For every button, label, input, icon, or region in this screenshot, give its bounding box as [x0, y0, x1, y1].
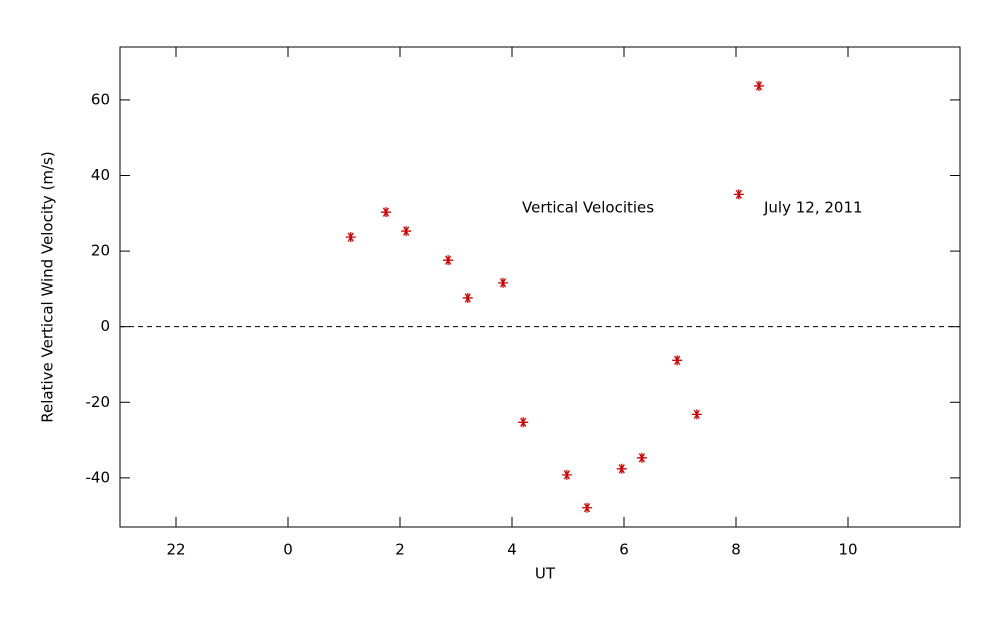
point	[443, 255, 454, 266]
plot-frame	[119, 46, 961, 528]
annotation: Vertical Velocities	[522, 199, 654, 217]
point	[381, 207, 391, 218]
annotation: July 12, 2011	[763, 199, 863, 217]
y-tick-label: 60	[91, 90, 110, 108]
x-axis-label: UT	[535, 565, 556, 583]
x-tick-label: 4	[507, 541, 517, 559]
x-tick-label: 0	[283, 541, 293, 559]
point	[636, 452, 647, 463]
y-tick-label: 40	[91, 166, 110, 184]
point	[691, 409, 702, 420]
x-tick-label: 6	[619, 541, 629, 559]
point	[462, 292, 473, 303]
point	[672, 355, 683, 366]
y-axis-label: Relative Vertical Wind Velocity (m/s)	[39, 151, 57, 422]
x-tick-label: 8	[731, 541, 741, 559]
point	[498, 277, 509, 288]
y-tick-label: 20	[91, 242, 110, 260]
y-tick-label: -40	[86, 468, 111, 486]
point	[733, 189, 744, 200]
y-tick-label: -20	[86, 393, 111, 411]
x-tick-label: 2	[395, 541, 405, 559]
point	[753, 80, 764, 91]
point	[518, 417, 529, 428]
point	[345, 232, 356, 243]
y-tick-label: 0	[100, 317, 110, 335]
point	[561, 469, 572, 480]
point	[401, 226, 412, 237]
x-tick-label: 22	[166, 541, 185, 559]
point	[616, 463, 627, 474]
point	[582, 502, 593, 513]
x-tick-label: 10	[838, 541, 857, 559]
